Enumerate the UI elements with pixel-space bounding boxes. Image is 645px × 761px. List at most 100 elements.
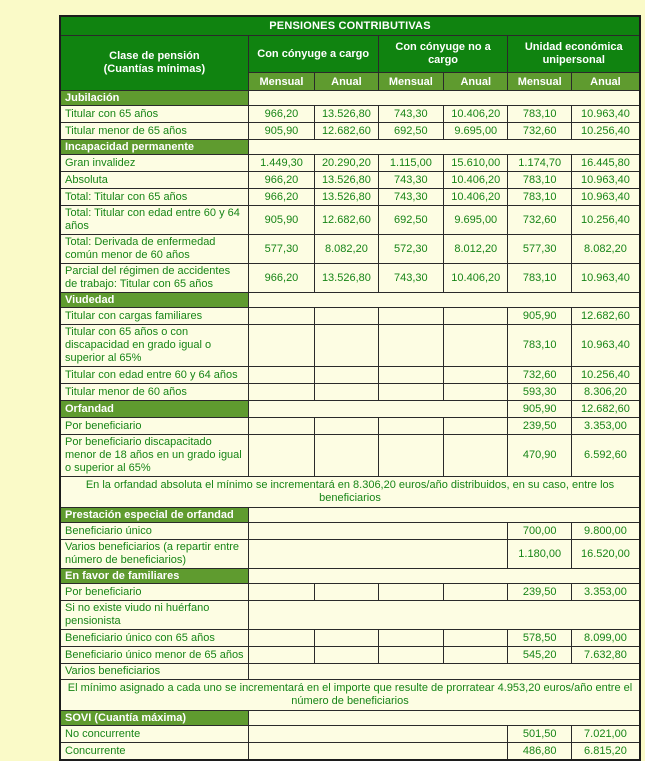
data-row: Titular con 65 años o con discapacidad e… — [59, 324, 641, 367]
data-row: Absoluta 966,20 13.526,80 743,30 10.406,20 78… — [59, 171, 641, 189]
merged-row: Varios beneficiarios (a repartir entre n… — [59, 539, 641, 569]
row-label: Beneficiario único — [59, 522, 249, 540]
row-label: Por beneficiario — [59, 583, 249, 601]
data-row: Total: Titular con 65 años 966,20 13.526,8… — [59, 188, 641, 206]
sub-header-row: Mensual Anual Mensual Anual Mensual Anua… — [60, 72, 641, 91]
value-cell: 905,90 — [507, 400, 572, 418]
group-header-con-conyuge-no-a-cargo: Con cónyuge no a cargo — [377, 35, 509, 73]
empty-value-cell — [247, 366, 316, 384]
value-cell: 966,20 — [247, 263, 316, 293]
value-cell: 9.695,00 — [443, 122, 509, 140]
value-cell: 7.632,80 — [570, 646, 641, 664]
empty-value-cell — [377, 324, 445, 367]
value-cell: 7.021,00 — [570, 725, 641, 743]
value-cell: 239,50 — [507, 417, 572, 435]
value-cell: 3.353,00 — [570, 583, 641, 601]
empty-value-cell — [247, 383, 316, 401]
data-row: Titular menor de 65 años 905,90 12.682,60 6… — [59, 122, 641, 140]
section-row: Prestación especial de orfandad — [59, 507, 641, 523]
value-cell: 239,50 — [507, 583, 572, 601]
value-cell: 966,20 — [247, 105, 316, 123]
section-header-label: Incapacidad permanente — [59, 139, 249, 155]
value-cell: 10.963,40 — [570, 171, 641, 189]
empty-value-cell — [247, 434, 316, 477]
value-cell: 13.526,80 — [314, 105, 379, 123]
value-cell: 905,90 — [507, 307, 572, 325]
value-cell: 486,80 — [507, 742, 572, 761]
merged-spacer — [247, 725, 509, 743]
note-text: El mínimo asignado a cada uno se increme… — [59, 679, 641, 711]
empty-value-cell — [377, 434, 445, 477]
value-cell: 8.012,20 — [443, 234, 509, 264]
empty-value-cell — [443, 629, 509, 647]
empty-value-cell — [377, 583, 445, 601]
data-row: Por beneficiario discapacitado menor de … — [59, 434, 641, 477]
value-cell: 692,50 — [377, 205, 445, 235]
value-cell: 13.526,80 — [314, 263, 379, 293]
empty-value-cell — [443, 417, 509, 435]
row-label: Beneficiario único menor de 65 años — [59, 646, 249, 664]
value-cell: 6.815,20 — [570, 742, 641, 761]
row-label: Por beneficiario discapacitado menor de … — [59, 434, 249, 477]
value-cell: 16.520,00 — [570, 539, 641, 569]
value-cell: 783,10 — [507, 324, 572, 367]
value-cell: 732,60 — [507, 205, 572, 235]
data-row: Titular con edad entre 60 y 64 años 732,6… — [59, 366, 641, 384]
value-cell: 10.256,40 — [570, 122, 641, 140]
sub-header-mensual-1: Mensual — [247, 72, 316, 91]
empty-value-cell — [377, 417, 445, 435]
sub-header-mensual-2: Mensual — [377, 72, 445, 91]
value-cell: 572,30 — [377, 234, 445, 264]
row-label: Absoluta — [59, 171, 249, 189]
value-cell: 8.099,00 — [570, 629, 641, 647]
row-label: Titular con cargas familiares — [59, 307, 249, 325]
empty-value-cell — [314, 307, 379, 325]
value-cell: 10.963,40 — [570, 263, 641, 293]
value-cell: 12.682,60 — [570, 307, 641, 325]
section-spacer — [247, 90, 641, 106]
value-cell: 593,30 — [507, 383, 572, 401]
value-cell: 700,00 — [507, 522, 572, 540]
merged-spacer — [247, 663, 641, 680]
data-row: Titular menor de 60 años 593,30 8.306,20 — [59, 383, 641, 401]
value-cell: 10.963,40 — [570, 105, 641, 123]
value-cell: 10.406,20 — [443, 171, 509, 189]
empty-value-cell — [443, 324, 509, 367]
empty-value-cell — [377, 646, 445, 664]
empty-value-cell — [314, 417, 379, 435]
note-row: El mínimo asignado a cada uno se increme… — [59, 679, 641, 711]
data-row: Por beneficiario 239,50 3.353,00 — [59, 583, 641, 601]
value-cell: 3.353,00 — [570, 417, 641, 435]
value-cell: 501,50 — [507, 725, 572, 743]
empty-value-cell — [443, 383, 509, 401]
group-header-row: Clase de pensión (Cuantías mínimas) Con … — [59, 35, 641, 91]
value-cell: 732,60 — [507, 366, 572, 384]
merged-row: No concurrente 501,50 7.021,00 — [59, 725, 641, 743]
empty-value-cell — [443, 434, 509, 477]
section-header-label: Orfandad — [59, 400, 249, 418]
data-row: Por beneficiario 239,50 3.353,00 — [59, 417, 641, 435]
empty-value-cell — [314, 646, 379, 664]
value-cell: 692,50 — [377, 122, 445, 140]
value-cell: 966,20 — [247, 188, 316, 206]
value-cell: 15.610,00 — [443, 154, 509, 172]
section-header-label: En favor de familiares — [59, 568, 249, 584]
section-header-label: Viudedad — [59, 292, 249, 308]
value-cell: 10.406,20 — [443, 263, 509, 293]
label-only-row: Varios beneficiarios — [59, 663, 641, 680]
sub-header-mensual-3: Mensual — [507, 72, 572, 91]
pensiones-contributivas-table: PENSIONES CONTRIBUTIVAS Clase de pensión… — [59, 15, 641, 761]
empty-value-cell — [377, 366, 445, 384]
data-row: Beneficiario único menor de 65 años 545,2… — [59, 646, 641, 664]
value-cell: 16.445,80 — [570, 154, 641, 172]
merged-spacer — [247, 742, 509, 761]
value-cell: 783,10 — [507, 171, 572, 189]
value-cell: 577,30 — [507, 234, 572, 264]
value-cell: 905,90 — [247, 205, 316, 235]
value-cell: 12.682,60 — [314, 122, 379, 140]
value-cell: 10.256,40 — [570, 205, 641, 235]
value-cell: 743,30 — [377, 263, 445, 293]
data-row: Gran invalidez 1.449,30 20.290,20 1.115,00 1… — [59, 154, 641, 172]
empty-value-cell — [247, 629, 316, 647]
merged-spacer — [247, 539, 509, 569]
